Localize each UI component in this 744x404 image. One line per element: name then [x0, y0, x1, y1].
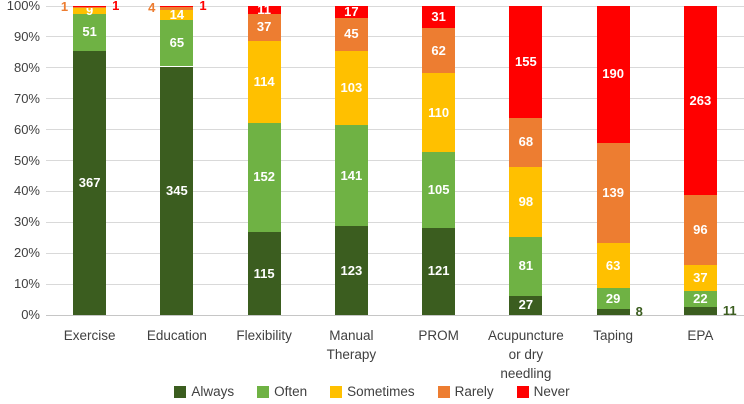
y-tick-label: 20% [13, 245, 40, 261]
gridline [46, 314, 744, 316]
legend-label: Often [274, 384, 308, 399]
gridline [46, 283, 744, 285]
legend-label: Always [191, 384, 235, 399]
x-category-label: Manual [329, 328, 374, 343]
bar-segment-never [509, 6, 543, 118]
y-tick-label: 50% [13, 152, 40, 168]
bar-segment-often [509, 237, 543, 296]
bar-segment-always [683, 307, 717, 315]
x-category-label: Exercise [63, 328, 116, 343]
x-category-label: Acupuncture [487, 328, 564, 343]
bar-segment-never [334, 6, 368, 19]
bar-segment-rarely [422, 28, 456, 73]
bar-segment-often [73, 13, 107, 51]
y-tick-label: 90% [13, 28, 40, 44]
bar-segment-never [160, 6, 194, 7]
bar-segment-rarely [683, 195, 717, 265]
legend-swatch-icon [174, 386, 187, 398]
bar-segment-rarely [509, 117, 543, 167]
bar-segment-always [73, 50, 107, 315]
legend-swatch-icon [437, 386, 450, 398]
legend-item-never: Never [516, 384, 570, 400]
outside-value-label: 1 [199, 0, 207, 14]
outside-value-label: 11 [722, 303, 737, 319]
legend-item-sometimes: Sometimes [330, 384, 415, 400]
y-tick-label: 40% [13, 183, 40, 199]
gridline [46, 160, 744, 161]
bar-segment-often [247, 122, 281, 233]
legend: Always Often Sometimes Rarely Never [0, 383, 744, 401]
x-category-label: Flexibility [236, 328, 292, 343]
x-category-label: EPA [687, 328, 714, 343]
outside-value-label: 4 [148, 0, 156, 16]
outside-value-label: 8 [635, 304, 643, 320]
bar-segment-rarely [73, 6, 107, 8]
x-category-label: Taping [593, 328, 634, 343]
x-category-label: Education [146, 328, 207, 343]
x-category-label: Therapy [326, 347, 377, 362]
bar-segment-sometimes [247, 40, 281, 123]
bar-segment-never [422, 6, 456, 29]
bar-segment-never [596, 6, 630, 143]
gridline [46, 129, 744, 131]
legend-label: Never [533, 384, 570, 399]
gridline [46, 190, 744, 192]
y-tick-label: 60% [13, 121, 40, 137]
y-tick-label: 80% [13, 59, 40, 75]
gridline [46, 5, 744, 7]
legend-swatch-icon [516, 386, 529, 398]
x-category-label: needling [500, 366, 552, 381]
gridline [46, 98, 744, 100]
bar-segment-sometimes [160, 9, 194, 20]
bar-segment-often [596, 288, 630, 310]
bar-segment-always [509, 295, 543, 315]
bar-segment-rarely [596, 142, 630, 243]
legend-label: Rarely [454, 384, 494, 399]
y-tick-label: 100% [6, 0, 40, 13]
bar-segment-often [160, 19, 194, 67]
y-tick-label: 0% [21, 307, 40, 322]
gridline [46, 67, 744, 69]
bar-segment-often [422, 152, 456, 228]
bar-segment-sometimes [334, 50, 368, 125]
y-tick-label: 10% [13, 276, 40, 292]
bar-segment-rarely [334, 18, 368, 51]
bar-segment-often [334, 124, 368, 227]
legend-swatch-icon [330, 386, 343, 398]
bar-segment-always [596, 309, 630, 315]
legend-item-always: Always [174, 384, 234, 400]
legend-label: Sometimes [347, 384, 415, 399]
y-tick-label: 30% [13, 214, 40, 230]
bar-segment-never [683, 6, 717, 196]
bar-segment-sometimes [596, 242, 630, 289]
y-tick-label: 70% [13, 90, 40, 106]
legend-item-often: Often [257, 384, 307, 400]
bar-segment-never [247, 6, 281, 14]
gridline [46, 252, 744, 254]
bar-segment-sometimes [683, 264, 717, 292]
x-category-label: PROM [418, 328, 459, 343]
legend-swatch-icon [257, 386, 270, 398]
x-category-label: or dry [508, 347, 544, 362]
bar-segment-always [334, 226, 368, 315]
gridline [46, 36, 744, 38]
bar-segment-rarely [160, 6, 194, 10]
legend-item-rarely: Rarely [437, 384, 494, 400]
outside-value-label: 1 [112, 0, 120, 14]
bar-segment-always [247, 232, 281, 315]
bar-segment-sometimes [509, 166, 543, 238]
gridline [46, 221, 744, 223]
bar-segment-sometimes [422, 72, 456, 153]
bar-segment-never [73, 6, 107, 7]
bar-segment-always [422, 227, 456, 315]
bar-segment-often [683, 291, 717, 308]
bar-segment-sometimes [73, 7, 107, 14]
bar-segment-rarely [247, 13, 281, 41]
bar-segment-always [160, 66, 194, 315]
